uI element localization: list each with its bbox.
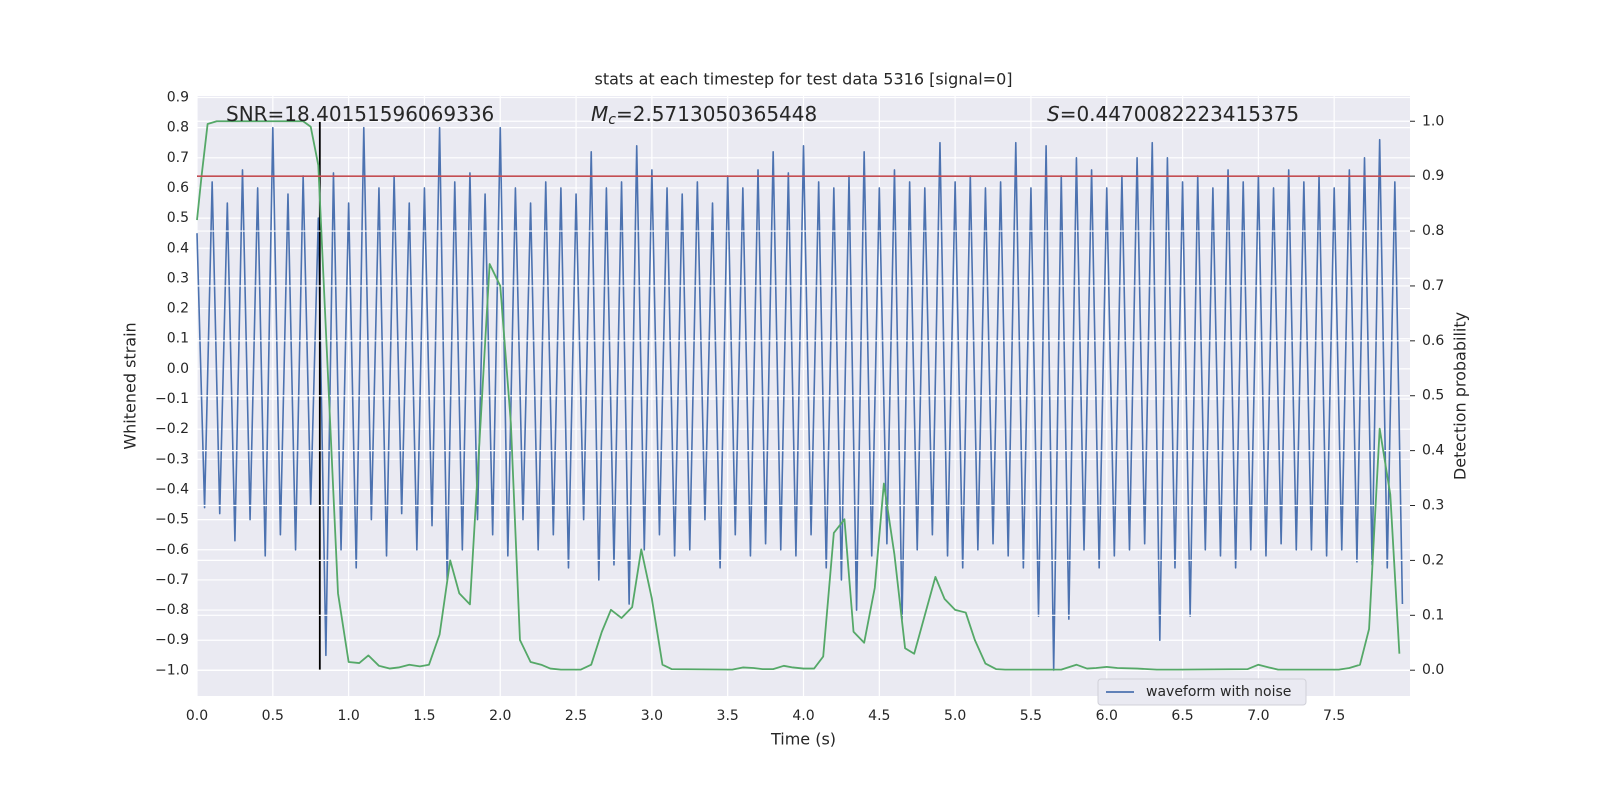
x-tick-label: 3.0	[641, 708, 663, 724]
y-tick-label: −0.6	[155, 542, 189, 558]
annotation-text: =0.4470082223415375	[1060, 102, 1299, 126]
y2-tick-label: 1.0	[1422, 113, 1444, 129]
x-tick-label: 1.0	[337, 708, 359, 724]
y-tick-label: −0.2	[155, 421, 189, 437]
annotation-subscript: c	[608, 112, 616, 128]
y2-tick-label: 0.8	[1422, 223, 1444, 239]
y-tick-label: −0.3	[155, 451, 189, 467]
y2-tick-label: 0.0	[1422, 662, 1444, 678]
y-tick-label: 0.0	[167, 361, 189, 377]
y-tick-label: 0.6	[167, 180, 189, 196]
annotation-symbol: M	[591, 102, 608, 126]
x-tick-label: 7.0	[1247, 708, 1269, 724]
annotation-symbol: S	[1047, 102, 1060, 126]
y-tick-label: −0.9	[155, 632, 189, 648]
waveform-line	[196, 126, 1404, 672]
x-tick-label: 2.5	[565, 708, 587, 724]
x-tick-label: 4.5	[868, 708, 890, 724]
y2-axis-label: Detection probability	[1451, 312, 1470, 480]
x-tick-label: 4.0	[792, 708, 814, 724]
y2-tick-label: 0.3	[1422, 498, 1444, 514]
annotation: SNR=18.40151596069336	[226, 102, 494, 126]
y-tick-label: −0.4	[155, 481, 189, 497]
y2-tick-label: 0.1	[1422, 607, 1444, 623]
y2-tick-label: 0.2	[1422, 552, 1444, 568]
annotation-text: SNR=18.40151596069336	[226, 102, 494, 126]
y2-tick-label: 0.5	[1422, 388, 1444, 404]
legend: waveform with noise	[1097, 678, 1307, 706]
y-axis-label: Whitened strain	[121, 322, 140, 449]
y-tick-label: −0.1	[155, 391, 189, 407]
x-tick-label: 1.5	[413, 708, 435, 724]
y-tick-label: 0.2	[167, 301, 189, 317]
y-tick-label: 0.5	[167, 210, 189, 226]
x-tick-label: 0.0	[186, 708, 208, 724]
legend-box	[1097, 678, 1307, 706]
y-tick-label: 0.9	[167, 90, 189, 106]
annotation: S=0.4470082223415375	[1047, 102, 1299, 126]
probability-line	[196, 120, 1401, 671]
x-tick-label: 0.5	[262, 708, 284, 724]
y-tick-label: −0.5	[155, 512, 189, 528]
y-tick-label: 0.1	[167, 331, 189, 347]
y-tick-label: −1.0	[155, 662, 189, 678]
x-tick-label: 5.0	[944, 708, 966, 724]
annotation: Mc=2.5713050365448	[591, 102, 817, 129]
y-tick-label: 0.8	[167, 120, 189, 136]
y-tick-label: −0.7	[155, 572, 189, 588]
y2-tick-label: 0.9	[1422, 168, 1444, 184]
x-tick-label: 6.0	[1096, 708, 1118, 724]
annotation-text: =2.5713050365448	[616, 102, 817, 126]
y-tick-label: −0.8	[155, 602, 189, 618]
x-tick-label: 6.5	[1171, 708, 1193, 724]
y-tick-label: 0.3	[167, 270, 189, 286]
y-tick-label: 0.7	[167, 150, 189, 166]
y2-tick-label: 0.6	[1422, 333, 1444, 349]
legend-label: waveform with noise	[1146, 684, 1291, 700]
y2-tick-label: 0.4	[1422, 443, 1444, 459]
y-tick-label: 0.4	[167, 240, 189, 256]
x-tick-label: 5.5	[1020, 708, 1042, 724]
y2-tick-label: 0.7	[1422, 278, 1444, 294]
x-tick-label: 7.5	[1323, 708, 1345, 724]
chart-title: stats at each timestep for test data 531…	[594, 70, 1012, 89]
x-axis-label: Time (s)	[770, 730, 836, 749]
x-tick-label: 2.0	[489, 708, 511, 724]
x-tick-label: 3.5	[717, 708, 739, 724]
